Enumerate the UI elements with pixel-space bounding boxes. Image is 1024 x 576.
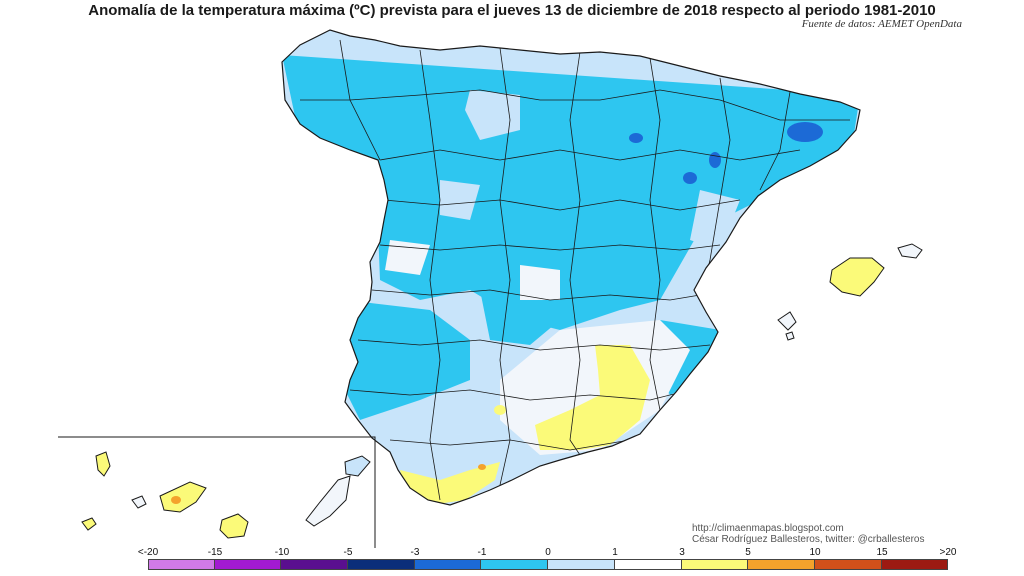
legend-swatch	[814, 559, 882, 570]
legend-swatch	[281, 559, 349, 570]
island-fuerteventura	[305, 475, 351, 527]
legend-swatch	[548, 559, 615, 570]
island-menorca	[897, 243, 923, 259]
legend-tick: 5	[745, 547, 751, 558]
canary-inset-frame	[58, 436, 376, 548]
peninsula-anomaly	[282, 30, 860, 505]
credits-url: http://climaenmapas.blogspot.com	[692, 523, 844, 534]
data-source: Fuente de datos: AEMET OpenData	[801, 18, 962, 30]
legend-swatch	[481, 559, 549, 570]
legend-tick: -10	[274, 547, 290, 558]
legend-tick: 0	[545, 547, 551, 558]
legend-swatch	[748, 559, 815, 570]
balearic-islands	[777, 243, 923, 341]
legend-swatch	[148, 559, 215, 570]
legend-tick: -1	[477, 547, 487, 558]
legend-tick: -5	[343, 547, 353, 558]
canary-islands	[81, 451, 371, 539]
peninsula-outline	[281, 29, 861, 506]
legend-tick: 10	[809, 547, 821, 558]
island-gran-canaria	[219, 513, 249, 539]
legend-tick: -3	[410, 547, 420, 558]
credits-author: César Rodríguez Ballesteros, twitter: @c…	[692, 534, 925, 545]
legend-tick: -15	[207, 547, 223, 558]
legend-swatch	[881, 559, 949, 570]
legend-tick: >20	[939, 547, 957, 558]
legend-ticks: <-20 -15 -10 -5 -3 -1 0 1 3 5 10 15 >20	[0, 547, 1024, 559]
island-mallorca	[829, 257, 885, 297]
island-tenerife	[159, 481, 207, 513]
legend-tick: 15	[876, 547, 888, 558]
island-ibiza	[777, 311, 797, 331]
legend-swatch	[214, 559, 282, 570]
legend-swatch	[414, 559, 482, 570]
legend-color-bar	[148, 559, 949, 570]
legend-tick: 3	[679, 547, 685, 558]
legend-swatch	[348, 559, 415, 570]
legend-swatch	[681, 559, 749, 570]
island-lanzarote	[344, 455, 371, 477]
legend-tick: 1	[612, 547, 618, 558]
island-la-palma	[95, 451, 111, 477]
province-borders	[300, 39, 850, 501]
credits: http://climaenmapas.blogspot.com César R…	[692, 523, 924, 545]
island-el-hierro	[81, 517, 97, 531]
island-la-gomera	[131, 495, 147, 509]
legend-swatch	[614, 559, 682, 570]
legend-tick: <-20	[137, 547, 159, 558]
map-title: Anomalía de la temperatura máxima (ºC) p…	[88, 2, 936, 19]
